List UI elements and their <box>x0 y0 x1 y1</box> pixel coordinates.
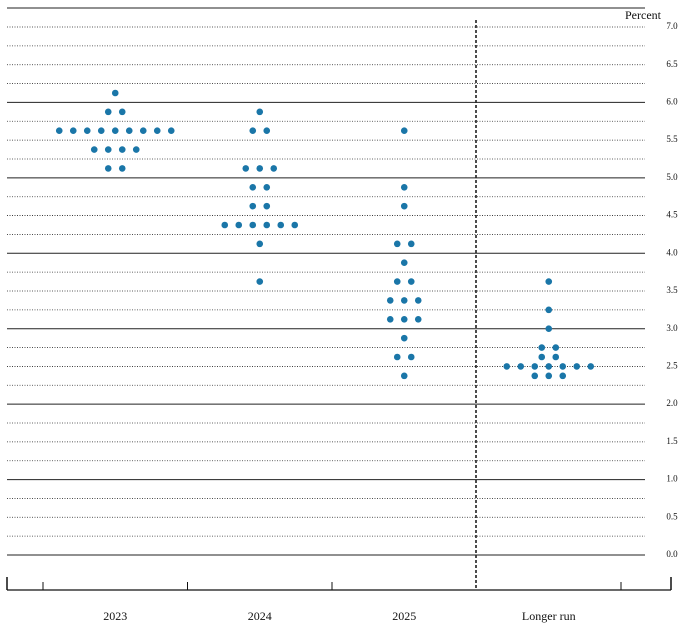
dot <box>263 127 271 135</box>
dot <box>400 297 408 304</box>
y-axis-label: Percent <box>625 8 662 22</box>
dot <box>118 146 126 153</box>
dot <box>414 297 422 304</box>
y-tick-label: 4.0 <box>666 247 678 257</box>
x-tick-label: 2023 <box>103 609 127 623</box>
dot <box>104 108 112 116</box>
y-tick-label: 1.0 <box>666 474 678 484</box>
dot <box>256 240 264 248</box>
dot <box>263 183 271 191</box>
dot <box>400 315 408 323</box>
dot <box>291 221 299 229</box>
dot <box>118 165 126 172</box>
dot <box>132 146 140 153</box>
dot <box>414 315 422 323</box>
y-tick-label: 0.5 <box>666 511 678 521</box>
dot <box>90 146 98 153</box>
dot <box>407 353 415 361</box>
dot <box>111 127 119 135</box>
dot <box>55 127 63 135</box>
dot <box>545 306 553 314</box>
x-tick-label: 2024 <box>248 609 272 623</box>
dot <box>263 221 271 229</box>
dot <box>249 127 257 135</box>
y-tick-label: 6.5 <box>666 59 678 69</box>
y-tick-label: 5.0 <box>666 172 678 182</box>
dot <box>552 353 560 361</box>
dot <box>400 372 408 380</box>
dot <box>249 183 257 191</box>
dot <box>400 259 408 267</box>
dot <box>104 165 112 172</box>
dot <box>559 363 567 370</box>
x-tick-label: 2025 <box>392 609 416 623</box>
dot <box>545 372 553 380</box>
dot <box>167 127 175 135</box>
dot <box>249 202 257 210</box>
dot <box>393 278 401 285</box>
dot <box>270 165 278 172</box>
dot <box>242 165 250 172</box>
dot <box>545 278 553 285</box>
dot <box>386 315 394 323</box>
y-tick-label: 2.5 <box>666 360 678 370</box>
dot <box>545 325 553 333</box>
dot <box>256 108 264 116</box>
dot <box>517 363 525 370</box>
dot <box>104 146 112 153</box>
dot <box>263 202 271 210</box>
dot <box>531 363 539 370</box>
dot <box>386 297 394 304</box>
dot <box>531 372 539 380</box>
dot <box>69 127 77 135</box>
dot <box>552 344 560 351</box>
dot <box>393 240 401 248</box>
dot <box>400 202 408 210</box>
dot <box>559 372 567 380</box>
dot <box>400 127 408 135</box>
dot <box>503 363 511 370</box>
dot <box>139 127 147 135</box>
dot <box>125 127 133 135</box>
y-tick-label: 1.5 <box>666 436 678 446</box>
y-tick-label: 2.0 <box>666 398 678 408</box>
dot <box>407 278 415 285</box>
y-tick-label: 6.0 <box>666 96 678 106</box>
y-tick-label: 4.5 <box>666 210 678 220</box>
dot <box>249 221 257 229</box>
dot <box>393 353 401 361</box>
y-tick-label: 3.0 <box>666 323 678 333</box>
dot <box>545 363 553 370</box>
dot <box>538 344 546 351</box>
x-tick-label: Longer run <box>522 609 576 623</box>
dot <box>407 240 415 248</box>
dot <box>153 127 161 135</box>
dot <box>538 353 546 361</box>
dot <box>573 363 581 370</box>
dot <box>587 363 595 370</box>
dot <box>256 165 264 172</box>
dot <box>118 108 126 116</box>
dot <box>256 278 264 285</box>
dot <box>277 221 285 229</box>
dot <box>97 127 105 135</box>
dot <box>221 221 229 229</box>
y-tick-label: 0.0 <box>666 549 678 559</box>
y-tick-label: 5.5 <box>666 134 678 144</box>
y-tick-label: 3.5 <box>666 285 678 295</box>
dot <box>235 221 243 229</box>
dot <box>400 334 408 342</box>
dot <box>83 127 91 135</box>
dot <box>400 183 408 191</box>
y-tick-label: 7.0 <box>666 21 678 31</box>
dot <box>111 89 119 97</box>
